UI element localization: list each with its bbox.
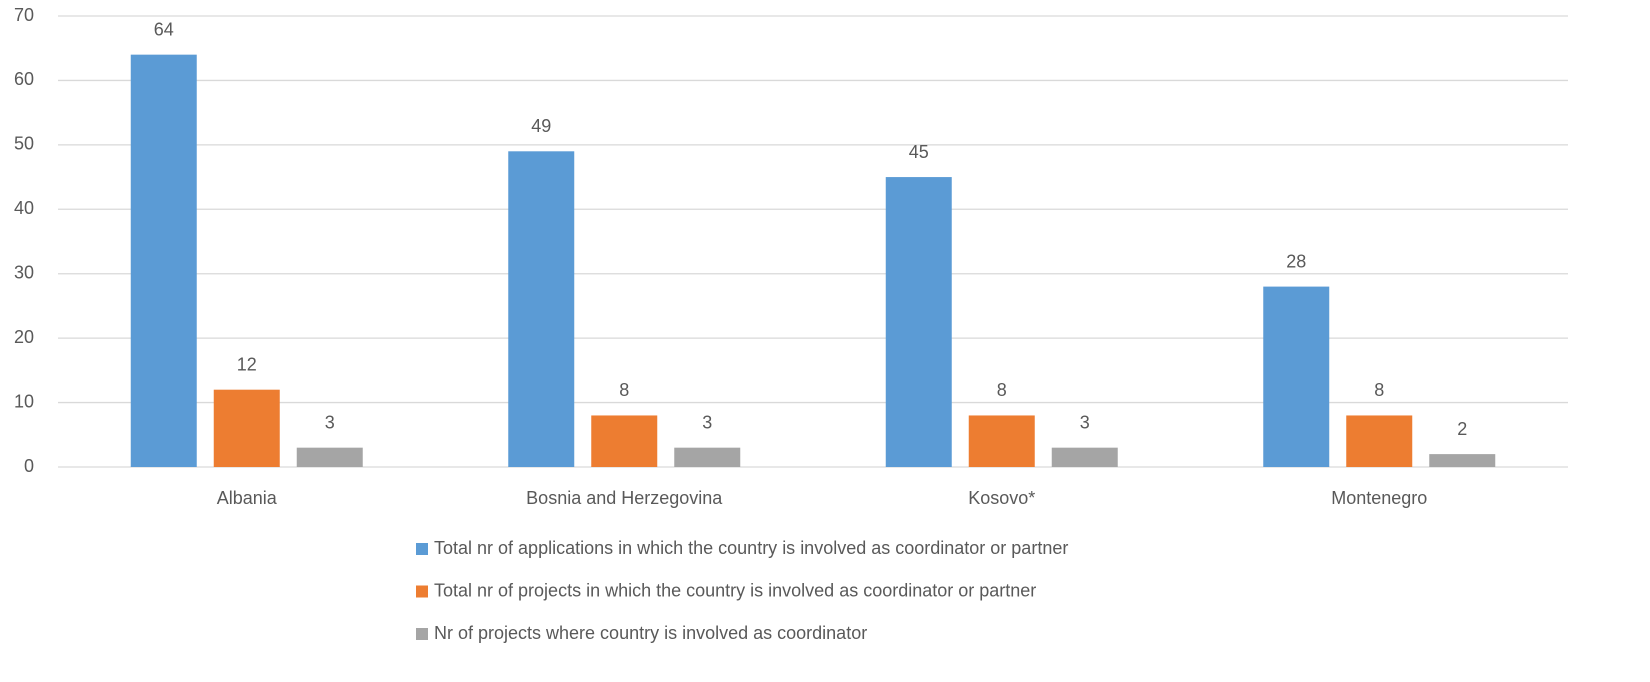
y-tick-label: 20 bbox=[14, 327, 34, 347]
y-tick-label: 0 bbox=[24, 456, 34, 476]
bar bbox=[508, 151, 575, 468]
bar bbox=[885, 177, 952, 468]
data-label: 49 bbox=[531, 116, 551, 136]
data-label: 3 bbox=[1080, 412, 1090, 432]
legend-label: Total nr of applications in which the co… bbox=[434, 538, 1068, 558]
y-tick-label: 40 bbox=[14, 198, 34, 218]
legend-swatch bbox=[416, 628, 428, 640]
bar bbox=[296, 447, 363, 467]
data-label: 28 bbox=[1286, 251, 1306, 271]
bar bbox=[591, 415, 658, 467]
bar bbox=[968, 415, 1035, 467]
y-tick-label: 70 bbox=[14, 5, 34, 25]
x-tick-label: Kosovo* bbox=[968, 488, 1035, 508]
data-label: 2 bbox=[1457, 419, 1467, 439]
bar bbox=[674, 447, 741, 467]
legend-label: Total nr of projects in which the countr… bbox=[434, 580, 1036, 600]
x-tick-label: Montenegro bbox=[1331, 488, 1427, 508]
data-label: 64 bbox=[154, 19, 174, 39]
data-label: 12 bbox=[237, 354, 257, 374]
y-tick-label: 10 bbox=[14, 391, 34, 411]
bar bbox=[1346, 415, 1413, 467]
y-tick-label: 60 bbox=[14, 69, 34, 89]
data-label: 3 bbox=[325, 412, 335, 432]
x-tick-label: Bosnia and Herzegovina bbox=[526, 488, 723, 508]
legend-swatch bbox=[416, 543, 428, 555]
bar bbox=[130, 54, 197, 468]
data-label: 8 bbox=[619, 380, 629, 400]
bar bbox=[1429, 454, 1496, 467]
bar bbox=[1263, 286, 1330, 467]
data-label: 3 bbox=[702, 412, 712, 432]
legend-swatch bbox=[416, 585, 428, 598]
data-label: 8 bbox=[997, 380, 1007, 400]
y-tick-label: 50 bbox=[14, 134, 34, 154]
x-tick-label: Albania bbox=[217, 488, 278, 508]
y-tick-label: 30 bbox=[14, 262, 34, 282]
legend-label: Nr of projects where country is involved… bbox=[434, 623, 867, 643]
data-label: 45 bbox=[909, 142, 929, 162]
bar bbox=[1051, 447, 1118, 467]
bar bbox=[213, 389, 280, 467]
data-label: 8 bbox=[1374, 380, 1384, 400]
